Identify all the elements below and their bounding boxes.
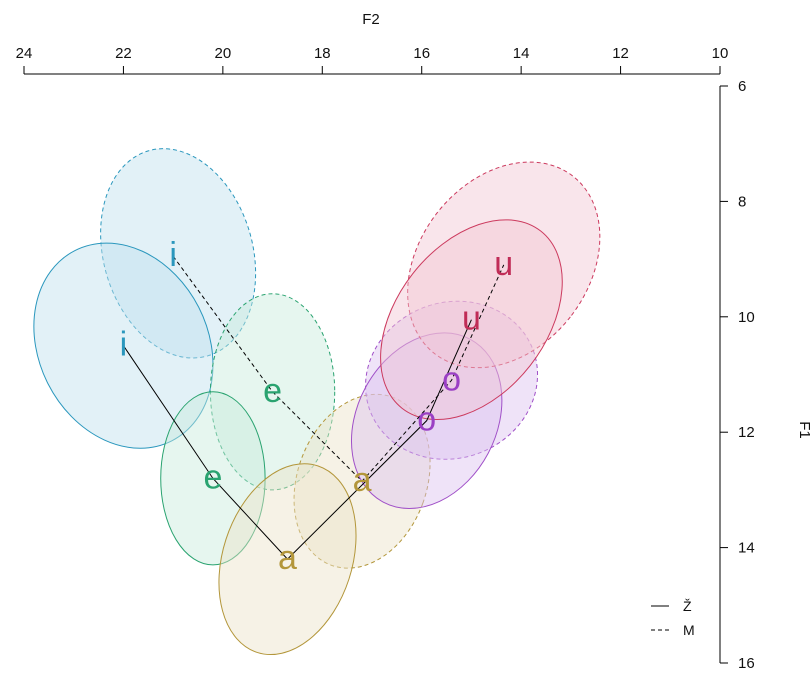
y-tick-label: 12 [738,424,755,441]
vowel-label-o-m: o [442,360,461,398]
vowel-label-o-z: o [417,401,436,439]
vowel-label-u-z: u [462,300,481,338]
ellipse-i-m [100,148,257,359]
x-axis-title: F2 [362,11,380,28]
vowel-label-u-m: u [494,245,513,283]
vowel-label-i-z: i [120,326,128,364]
vowel-label-i-m: i [169,236,177,274]
y-tick-label: 10 [738,309,755,326]
vowel-label-a-m: a [353,461,372,499]
legend: ŽM [651,598,695,638]
x-tick-label: 20 [215,45,232,62]
legend-label-z: Ž [683,598,692,614]
y-tick-label: 14 [738,540,755,557]
vowel-label-e-m: e [263,372,282,410]
x-tick-label: 22 [115,45,132,62]
line-layer [123,255,505,560]
x-tick-label: 16 [413,45,430,62]
vowel-label-e-z: e [203,458,222,496]
series-line-m [172,255,505,482]
x-tick-label: 14 [513,45,530,62]
y-tick-label: 8 [738,193,746,210]
axis-layer: F2 F1 24 22 20 18 16 14 12 10 6 8 10 12 14 16 [16,11,811,672]
ellipse-layer [33,148,601,656]
vowel-label-a-z: a [278,539,297,577]
x-tick-label: 24 [16,45,33,62]
x-tick-label: 12 [612,45,629,62]
y-tick-label: 6 [738,78,746,95]
series-line-z [123,319,472,560]
x-tick-label: 10 [712,45,729,62]
legend-label-m: M [683,622,695,638]
y-axis-title: F1 [796,421,811,439]
x-tick-label: 18 [314,45,331,62]
y-tick-label: 16 [738,655,755,672]
